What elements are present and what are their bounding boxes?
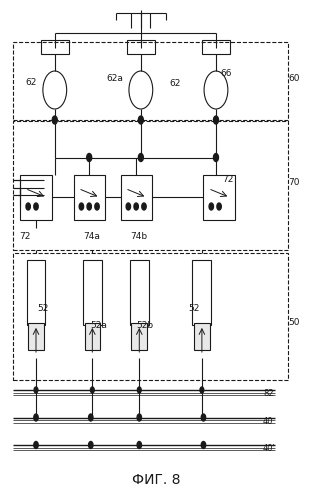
Text: ФИГ. 8: ФИГ. 8 <box>132 473 181 487</box>
Text: 66: 66 <box>221 70 232 78</box>
Circle shape <box>90 387 94 393</box>
Circle shape <box>34 414 38 421</box>
Text: 62: 62 <box>25 78 36 87</box>
Bar <box>83 260 102 325</box>
Bar <box>203 175 235 220</box>
Text: 62a: 62a <box>106 74 123 83</box>
Circle shape <box>89 442 93 448</box>
Text: 62: 62 <box>169 79 180 88</box>
Text: 40': 40' <box>263 444 276 453</box>
Circle shape <box>95 203 99 210</box>
Circle shape <box>43 71 67 109</box>
Bar <box>41 40 69 54</box>
Text: 40: 40 <box>263 416 274 426</box>
Circle shape <box>209 203 213 210</box>
Circle shape <box>201 442 206 448</box>
Text: 74a: 74a <box>83 232 100 241</box>
Circle shape <box>79 203 84 210</box>
Circle shape <box>201 414 206 421</box>
Circle shape <box>34 203 38 210</box>
Bar <box>13 121 288 250</box>
Circle shape <box>213 154 218 162</box>
Bar <box>202 40 230 54</box>
Bar <box>192 260 211 325</box>
Bar <box>28 322 44 350</box>
Circle shape <box>200 387 204 393</box>
Circle shape <box>137 442 141 448</box>
Circle shape <box>134 203 138 210</box>
Circle shape <box>89 414 93 421</box>
Circle shape <box>142 203 146 210</box>
Bar <box>20 175 52 220</box>
Bar <box>131 322 147 350</box>
Circle shape <box>204 71 228 109</box>
Bar <box>27 260 45 325</box>
Circle shape <box>138 154 143 162</box>
Circle shape <box>138 116 143 124</box>
Bar <box>127 40 155 54</box>
Bar <box>121 175 152 220</box>
Text: 52a: 52a <box>91 322 108 330</box>
Text: 74b: 74b <box>130 232 147 241</box>
Circle shape <box>34 442 38 448</box>
Text: 52: 52 <box>38 304 49 313</box>
Circle shape <box>52 116 57 124</box>
Text: 70: 70 <box>288 178 300 187</box>
Bar <box>85 322 100 350</box>
Bar <box>74 175 105 220</box>
Text: 60: 60 <box>288 74 300 83</box>
Circle shape <box>87 203 91 210</box>
Text: 82: 82 <box>263 389 274 398</box>
Circle shape <box>217 203 221 210</box>
Circle shape <box>26 203 30 210</box>
Text: 72: 72 <box>19 232 30 241</box>
Circle shape <box>137 387 141 393</box>
Bar <box>130 260 149 325</box>
Circle shape <box>126 203 131 210</box>
Bar <box>13 42 288 120</box>
Circle shape <box>137 414 141 421</box>
Text: 52: 52 <box>188 304 199 313</box>
Bar <box>194 322 210 350</box>
Text: 50: 50 <box>288 318 300 327</box>
Circle shape <box>87 154 92 162</box>
Circle shape <box>34 387 38 393</box>
Circle shape <box>129 71 153 109</box>
Bar <box>13 252 288 380</box>
Circle shape <box>213 116 218 124</box>
Text: 52b: 52b <box>136 322 153 330</box>
Text: 72: 72 <box>222 176 233 184</box>
